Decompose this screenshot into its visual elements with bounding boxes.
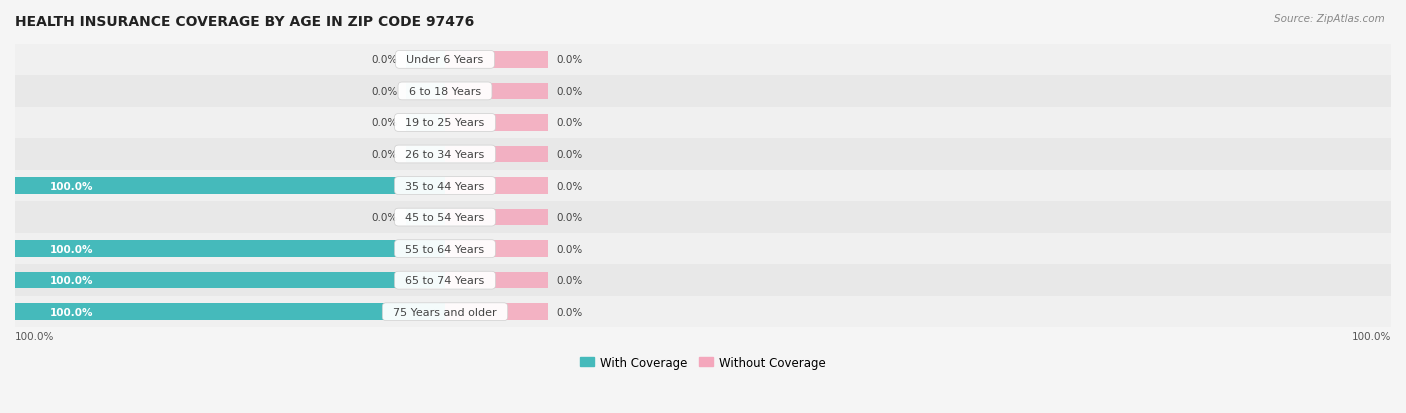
Bar	[15, 76, 1391, 107]
Bar	[15, 233, 1391, 265]
Text: 100.0%: 100.0%	[49, 244, 93, 254]
Legend: With Coverage, Without Coverage: With Coverage, Without Coverage	[575, 351, 831, 373]
Text: Under 6 Years: Under 6 Years	[399, 55, 491, 65]
Bar	[446, 147, 548, 163]
Text: 0.0%: 0.0%	[557, 181, 583, 191]
Bar	[446, 83, 548, 100]
Bar	[15, 178, 446, 194]
Bar	[15, 296, 1391, 328]
Text: 0.0%: 0.0%	[557, 275, 583, 285]
Text: 26 to 34 Years: 26 to 34 Years	[398, 150, 492, 159]
Text: Source: ZipAtlas.com: Source: ZipAtlas.com	[1274, 14, 1385, 24]
Bar	[15, 202, 1391, 233]
Bar	[15, 304, 446, 320]
Bar	[446, 241, 548, 257]
Bar	[446, 115, 548, 131]
Text: 0.0%: 0.0%	[557, 307, 583, 317]
Text: 100.0%: 100.0%	[49, 307, 93, 317]
Bar	[446, 52, 548, 69]
Bar	[15, 45, 1391, 76]
Text: 0.0%: 0.0%	[371, 213, 398, 223]
Bar	[406, 52, 446, 69]
Bar	[15, 170, 1391, 202]
Text: 100.0%: 100.0%	[1351, 332, 1391, 342]
Bar	[446, 209, 548, 226]
Text: 0.0%: 0.0%	[557, 150, 583, 159]
Bar	[446, 178, 548, 194]
Text: 0.0%: 0.0%	[371, 55, 398, 65]
Bar	[406, 83, 446, 100]
Bar	[15, 139, 1391, 170]
Text: 0.0%: 0.0%	[557, 118, 583, 128]
Text: 0.0%: 0.0%	[557, 55, 583, 65]
Bar	[406, 209, 446, 226]
Bar	[406, 147, 446, 163]
Text: 65 to 74 Years: 65 to 74 Years	[398, 275, 492, 285]
Bar	[446, 272, 548, 289]
Bar	[15, 272, 446, 289]
Text: 0.0%: 0.0%	[557, 87, 583, 97]
Text: 0.0%: 0.0%	[371, 150, 398, 159]
Text: 0.0%: 0.0%	[371, 87, 398, 97]
Text: 0.0%: 0.0%	[557, 244, 583, 254]
Text: 100.0%: 100.0%	[49, 181, 93, 191]
Text: 0.0%: 0.0%	[371, 118, 398, 128]
Text: 75 Years and older: 75 Years and older	[387, 307, 503, 317]
Bar	[446, 304, 548, 320]
Text: 0.0%: 0.0%	[557, 213, 583, 223]
Text: 19 to 25 Years: 19 to 25 Years	[398, 118, 492, 128]
Bar	[15, 241, 446, 257]
Text: HEALTH INSURANCE COVERAGE BY AGE IN ZIP CODE 97476: HEALTH INSURANCE COVERAGE BY AGE IN ZIP …	[15, 15, 474, 29]
Text: 100.0%: 100.0%	[49, 275, 93, 285]
Bar	[15, 265, 1391, 296]
Text: 45 to 54 Years: 45 to 54 Years	[398, 213, 492, 223]
Text: 55 to 64 Years: 55 to 64 Years	[398, 244, 492, 254]
Text: 100.0%: 100.0%	[15, 332, 55, 342]
Text: 35 to 44 Years: 35 to 44 Years	[398, 181, 492, 191]
Text: 6 to 18 Years: 6 to 18 Years	[402, 87, 488, 97]
Bar	[406, 115, 446, 131]
Bar	[15, 107, 1391, 139]
